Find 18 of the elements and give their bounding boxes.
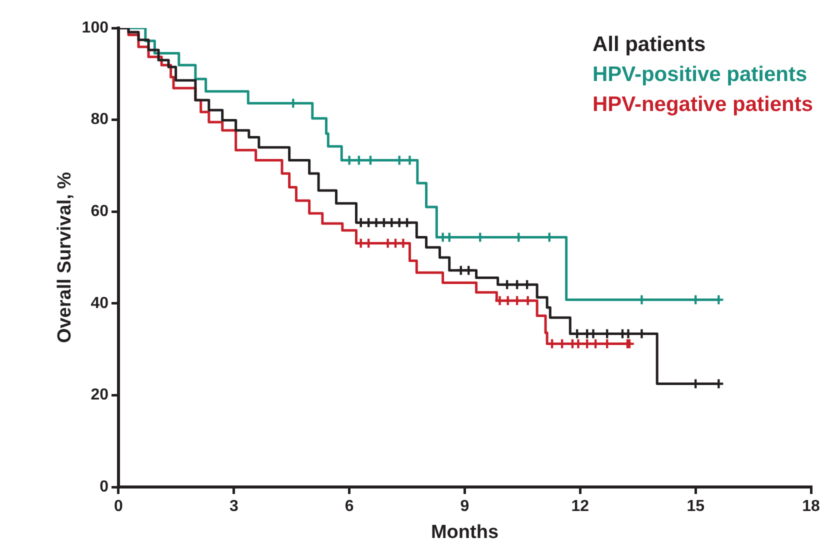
- x-tick-label: 15: [686, 498, 705, 516]
- text: All patients: [592, 32, 707, 58]
- y-tick-label: 0: [100, 478, 109, 496]
- x-tick-label: 6: [344, 498, 354, 516]
- y-tick-label: 80: [90, 111, 109, 128]
- x-tick-label: 18: [802, 498, 820, 516]
- y-tick-label: 40: [90, 294, 109, 312]
- x-axis-title: Months: [430, 522, 499, 543]
- x-tick-label: 3: [229, 498, 238, 516]
- y-axis-title: Overall Survival, %: [54, 172, 76, 344]
- y-tick-label: 60: [90, 203, 109, 220]
- text: HPV-positive patients: [592, 62, 808, 88]
- x-tick-label: 12: [571, 498, 590, 516]
- y-tick-label: 100: [82, 19, 109, 36]
- x-tick-label: 9: [460, 498, 470, 516]
- text: HPV-negative patients: [592, 92, 813, 118]
- x-tick-label: 0: [114, 498, 124, 516]
- y-tick-label: 20: [90, 386, 109, 404]
